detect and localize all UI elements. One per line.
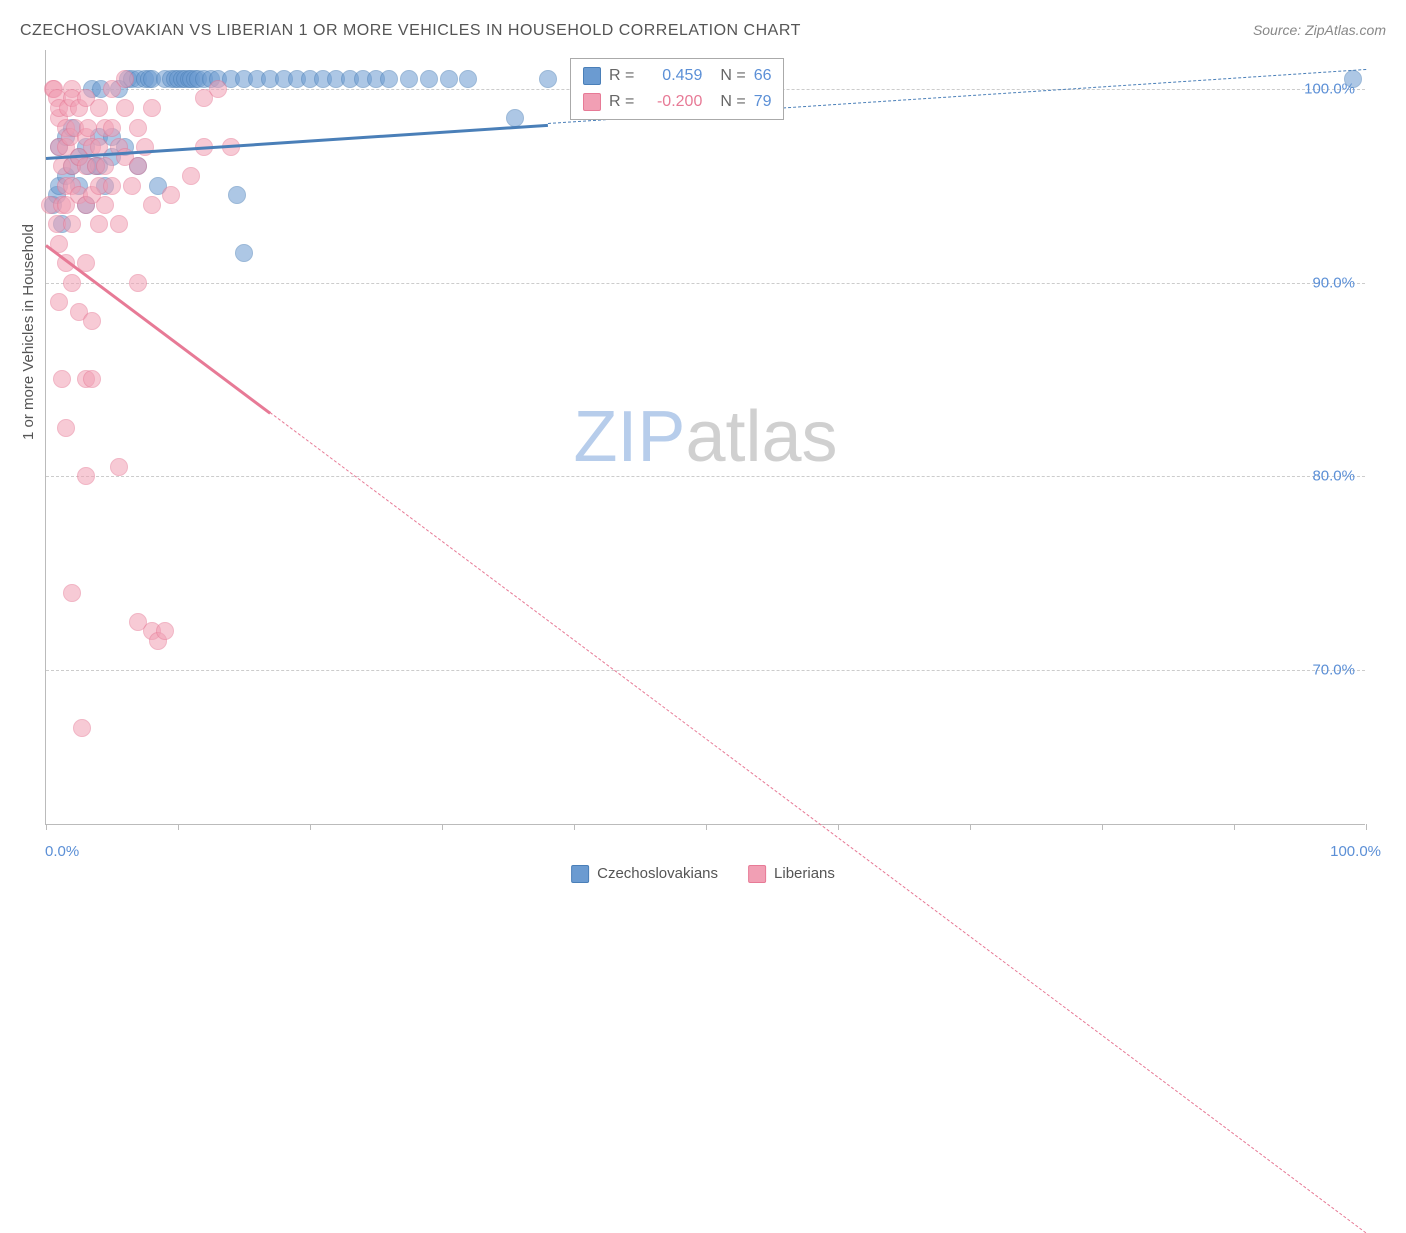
x-min-label: 0.0% [45, 843, 79, 860]
x-tick [706, 824, 707, 830]
x-tick [970, 824, 971, 830]
stat-r-value: -0.200 [642, 93, 702, 111]
scatter-point-liberian [110, 215, 128, 233]
stat-n-value: 79 [754, 93, 772, 111]
scatter-point-liberian [156, 622, 174, 640]
legend-label: Czechoslovakians [597, 865, 718, 882]
stat-n-label: N = [720, 67, 745, 85]
scatter-point-liberian [53, 370, 71, 388]
scatter-point-liberian [103, 119, 121, 137]
scatter-point-liberian [129, 157, 147, 175]
scatter-point-czech [506, 109, 524, 127]
gridline [46, 670, 1365, 671]
stat-row-czech: R = 0.459 N = 66 [583, 63, 771, 89]
watermark: ZIPatlas [573, 396, 837, 478]
scatter-point-czech [1344, 70, 1362, 88]
scatter-point-czech [459, 70, 477, 88]
plot-area: ZIPatlas 70.0%80.0%90.0%100.0% [45, 50, 1365, 825]
x-tick [46, 824, 47, 830]
scatter-point-liberian [103, 177, 121, 195]
legend-item-czech: Czechoslovakians [571, 865, 718, 882]
scatter-point-liberian [90, 99, 108, 117]
y-tick-label: 80.0% [1312, 468, 1355, 485]
stat-r-label: R = [609, 67, 634, 85]
scatter-point-liberian [182, 167, 200, 185]
x-tick [178, 824, 179, 830]
scatter-point-liberian [79, 119, 97, 137]
scatter-point-czech [228, 186, 246, 204]
legend-swatch [583, 67, 601, 85]
trend-line [45, 244, 271, 414]
scatter-point-liberian [129, 119, 147, 137]
scatter-point-liberian [143, 196, 161, 214]
x-max-label: 100.0% [1330, 843, 1381, 860]
legend-swatch [583, 93, 601, 111]
x-tick [442, 824, 443, 830]
x-tick [574, 824, 575, 830]
scatter-point-liberian [50, 293, 68, 311]
scatter-point-liberian [63, 274, 81, 292]
scatter-point-czech [539, 70, 557, 88]
scatter-point-liberian [96, 196, 114, 214]
scatter-point-liberian [90, 215, 108, 233]
scatter-point-liberian [116, 99, 134, 117]
scatter-point-liberian [83, 312, 101, 330]
stat-r-label: R = [609, 93, 634, 111]
legend-swatch [571, 865, 589, 883]
scatter-point-liberian [143, 99, 161, 117]
scatter-point-liberian [209, 80, 227, 98]
scatter-point-liberian [96, 157, 114, 175]
y-tick-label: 70.0% [1312, 662, 1355, 679]
scatter-point-liberian [77, 467, 95, 485]
legend-label: Liberians [774, 865, 835, 882]
correlation-stats: R = 0.459 N = 66 R = -0.200 N = 79 [570, 58, 784, 120]
scatter-point-czech [380, 70, 398, 88]
scatter-point-liberian [129, 274, 147, 292]
scatter-point-liberian [162, 186, 180, 204]
x-tick [310, 824, 311, 830]
scatter-point-liberian [83, 370, 101, 388]
scatter-point-liberian [116, 70, 134, 88]
x-tick [838, 824, 839, 830]
y-axis-label: 1 or more Vehicles in Household [20, 224, 37, 440]
scatter-point-czech [235, 244, 253, 262]
scatter-point-liberian [123, 177, 141, 195]
scatter-point-liberian [57, 419, 75, 437]
scatter-point-liberian [63, 215, 81, 233]
scatter-point-czech [420, 70, 438, 88]
legend-swatch [748, 865, 766, 883]
x-tick [1234, 824, 1235, 830]
source-attribution: Source: ZipAtlas.com [1253, 22, 1386, 38]
stat-n-value: 66 [754, 67, 772, 85]
gridline [46, 476, 1365, 477]
scatter-point-czech [440, 70, 458, 88]
scatter-point-liberian [110, 458, 128, 476]
x-tick [1366, 824, 1367, 830]
scatter-point-liberian [63, 584, 81, 602]
legend-item-liberian: Liberians [748, 865, 835, 882]
stat-r-value: 0.459 [642, 67, 702, 85]
scatter-point-liberian [73, 719, 91, 737]
x-tick [1102, 824, 1103, 830]
scatter-point-czech [400, 70, 418, 88]
gridline [46, 283, 1365, 284]
y-tick-label: 90.0% [1312, 274, 1355, 291]
stat-row-liberian: R = -0.200 N = 79 [583, 89, 771, 115]
chart-title: CZECHOSLOVAKIAN VS LIBERIAN 1 OR MORE VE… [20, 22, 801, 40]
trend-line [270, 412, 1366, 1233]
stat-n-label: N = [720, 93, 745, 111]
series-legend: Czechoslovakians Liberians [571, 865, 835, 882]
